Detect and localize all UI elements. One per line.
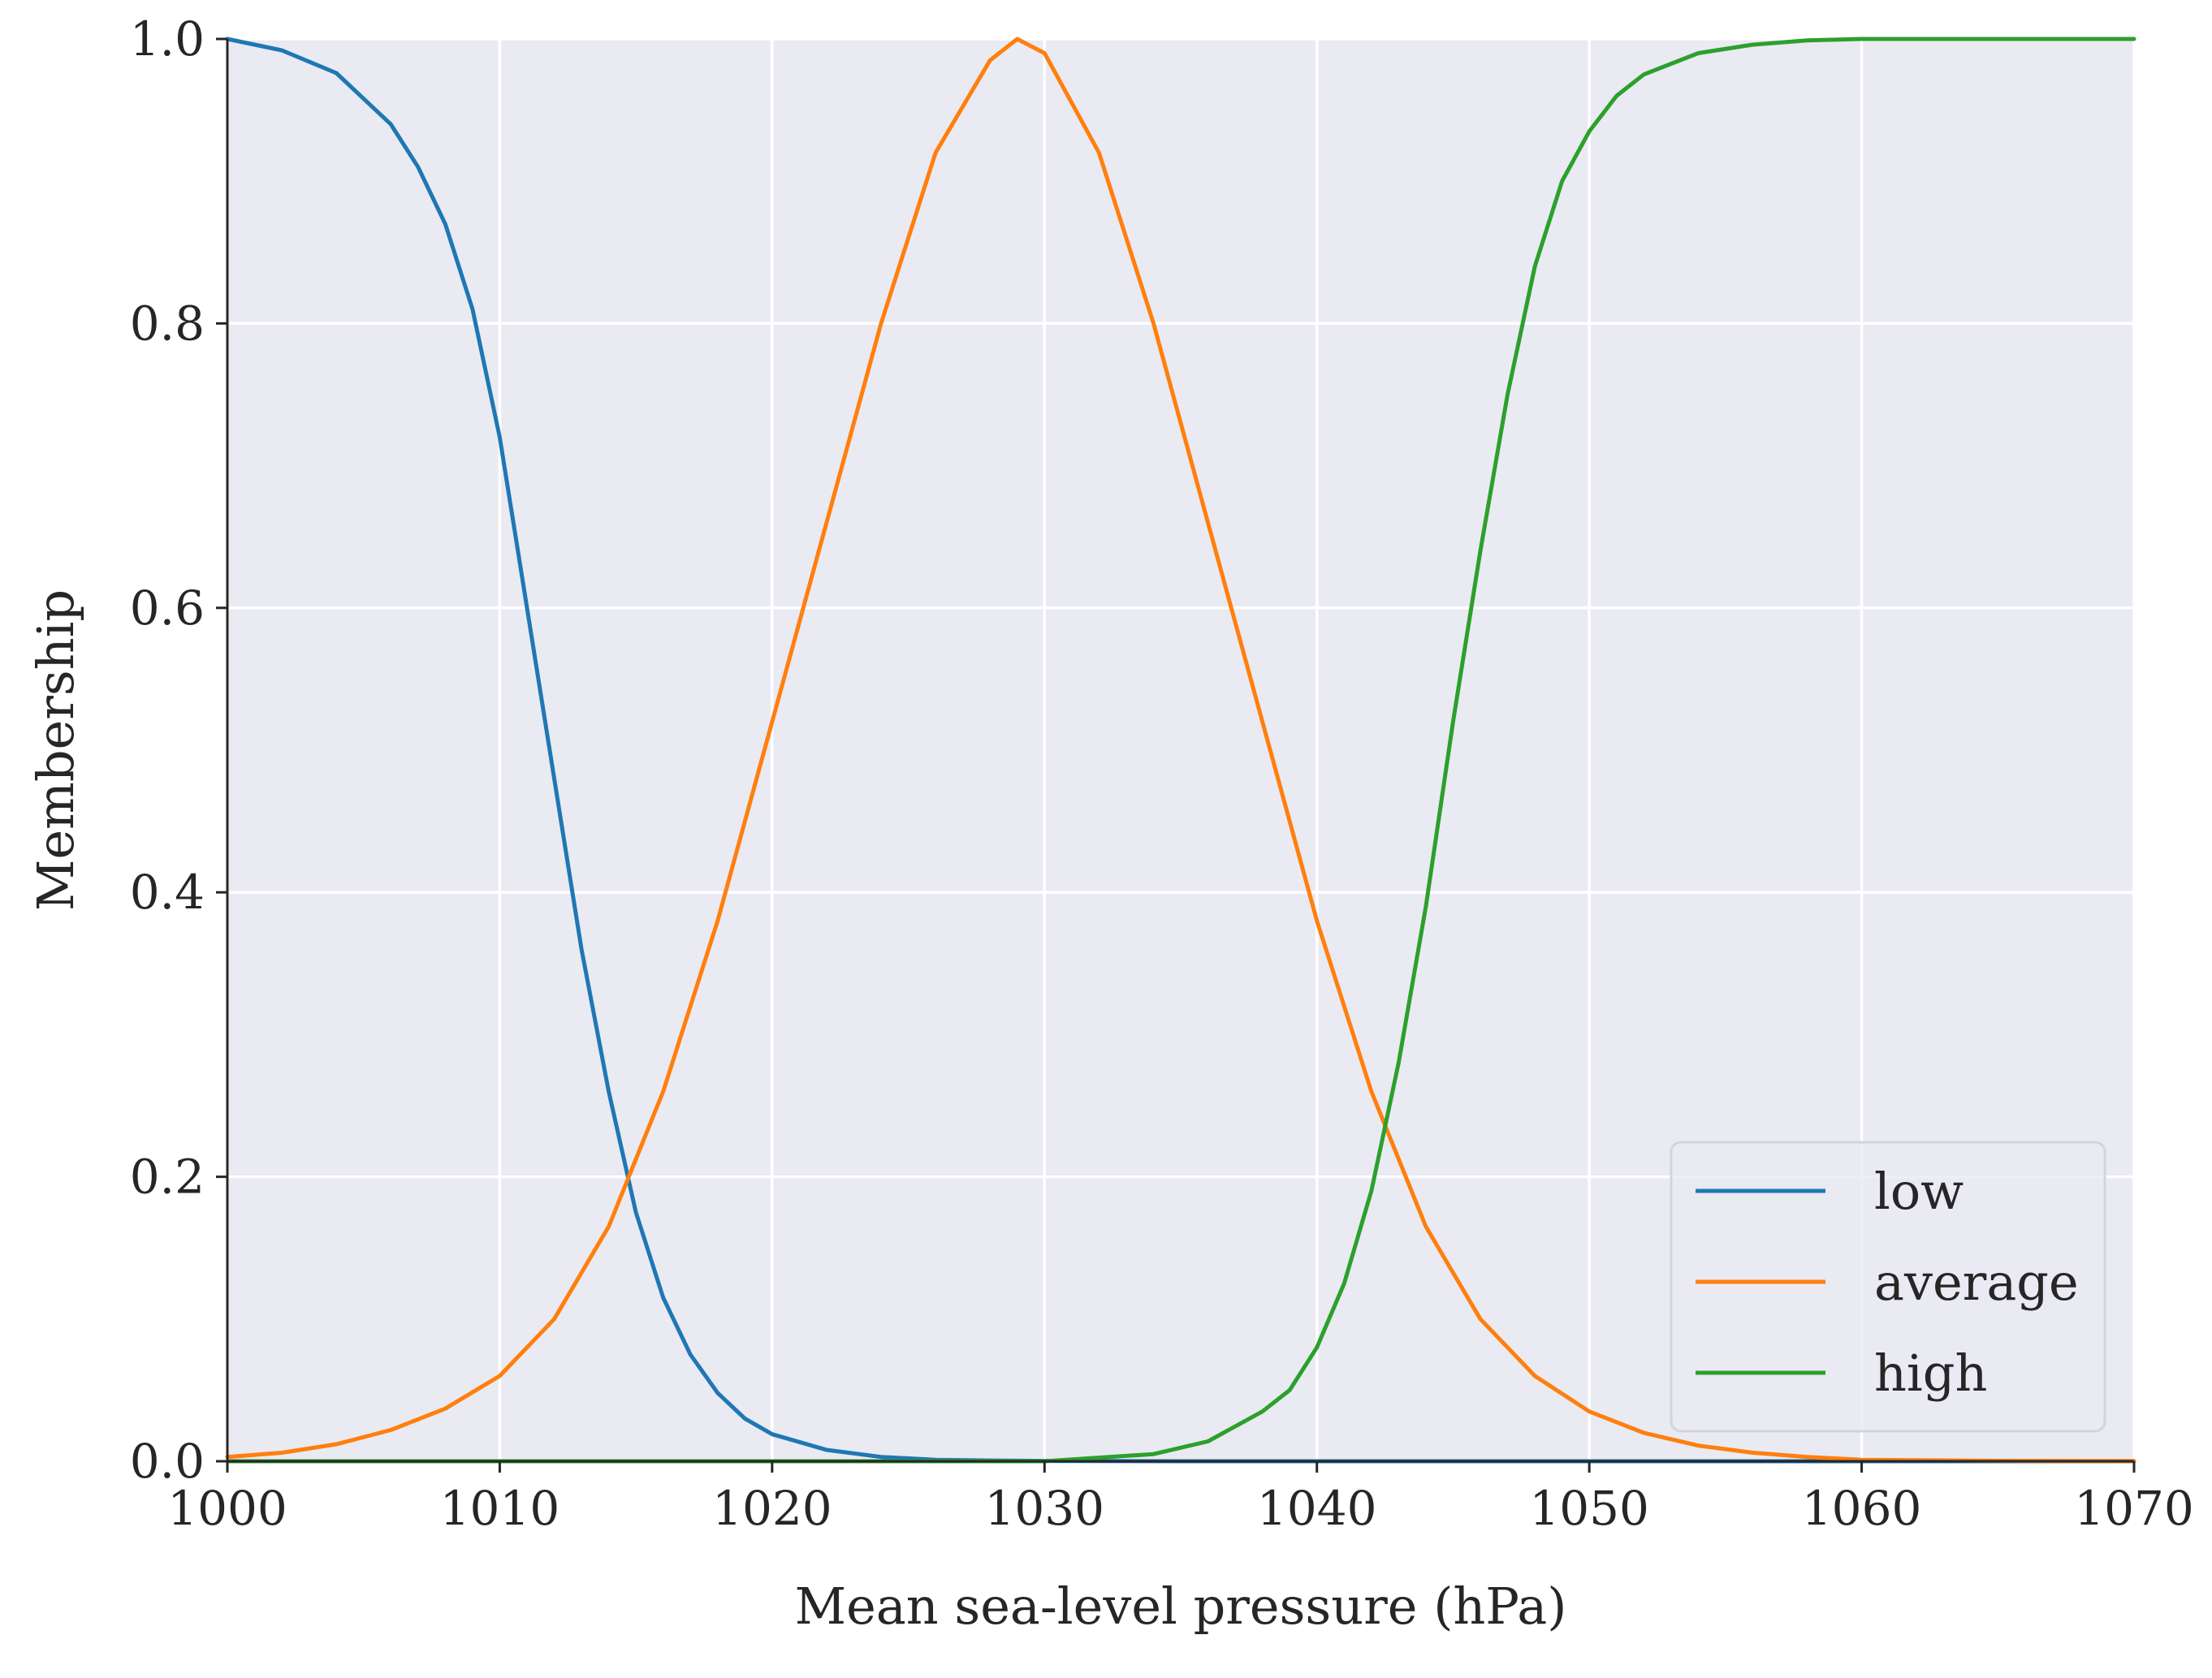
x-axis: 1000 1010 1020 1030 1040 1050 1060 1070 xyxy=(167,1460,2194,1536)
x-tick-label-5: 1050 xyxy=(1529,1481,1649,1536)
x-tick-label-1: 1010 xyxy=(440,1481,560,1536)
x-tick-label-6: 1060 xyxy=(1802,1481,1922,1536)
x-tick-label-2: 1020 xyxy=(712,1481,832,1536)
y-axis-label: Membership xyxy=(26,589,85,911)
y-tick-label-0: 0.0 xyxy=(130,1434,205,1489)
x-tick-label-4: 1040 xyxy=(1257,1481,1377,1536)
series-line-high xyxy=(225,37,2136,1464)
y-axis: 0.0 0.2 0.4 0.6 0.8 1.0 xyxy=(130,11,229,1489)
y-tick-label-4: 0.8 xyxy=(130,295,205,351)
legend-label-low: low xyxy=(1874,1162,1964,1221)
y-tick-label-5: 1.0 xyxy=(130,11,205,67)
x-axis-label: Mean sea-level pressure (hPa) xyxy=(795,1577,1567,1636)
y-tick-label-1: 0.2 xyxy=(130,1150,205,1205)
y-tick-label-2: 0.4 xyxy=(130,865,205,920)
x-tick-label-0: 1000 xyxy=(167,1481,287,1536)
x-tick-label-7: 1070 xyxy=(2074,1481,2194,1536)
x-tick-label-3: 1030 xyxy=(984,1481,1104,1536)
legend: low average high xyxy=(1670,1141,2106,1433)
legend-label-average: average xyxy=(1874,1253,2079,1312)
y-tick-label-3: 0.6 xyxy=(130,580,205,636)
legend-label-high: high xyxy=(1874,1344,1987,1403)
legend-box xyxy=(1670,1141,2106,1433)
series-line-average xyxy=(225,37,2136,1464)
